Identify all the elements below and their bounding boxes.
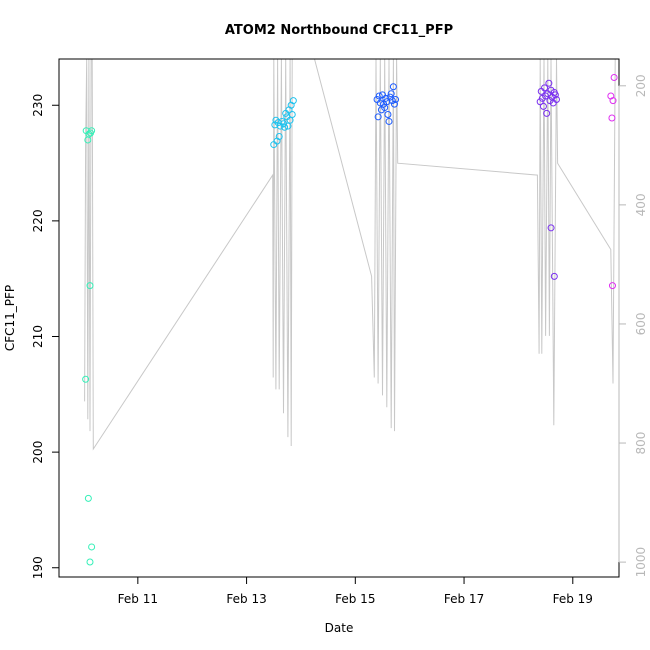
- y2-tick-label: 1000: [634, 547, 648, 578]
- data-point: [289, 97, 297, 105]
- y-axis: 190 200 210 220 230: [31, 94, 60, 579]
- y-axis-label: CFC11_PFP: [3, 285, 17, 351]
- data-point: [547, 224, 555, 232]
- x-tick-label: Feb 13: [226, 592, 266, 606]
- data-point: [542, 92, 550, 100]
- data-point: [388, 97, 396, 105]
- data-point: [381, 104, 389, 112]
- data-point: [541, 84, 549, 92]
- y-tick-label: 200: [31, 441, 45, 464]
- data-point: [384, 111, 392, 118]
- data-point: [385, 117, 393, 125]
- data-point: [392, 95, 400, 103]
- y-tick-label: 220: [31, 209, 45, 232]
- data-point: [88, 543, 96, 551]
- data-point: [86, 282, 94, 290]
- data-point: [284, 122, 292, 130]
- y2-tick-label: 800: [634, 432, 648, 455]
- x-tick-label: Feb 17: [444, 592, 484, 606]
- plot-frame: [58, 58, 620, 578]
- data-point: [609, 97, 617, 105]
- data-point: [82, 375, 90, 383]
- data-point: [551, 91, 559, 99]
- x-tick-label: Feb 19: [553, 592, 593, 606]
- data-point: [536, 98, 544, 106]
- data-point: [375, 92, 383, 100]
- chart-title: ATOM2 Northbound CFC11_PFP: [225, 23, 453, 38]
- y-tick-label: 190: [31, 556, 45, 579]
- data-point: [275, 132, 283, 140]
- y2-axis: 200 400 600 800 1000: [618, 74, 648, 578]
- data-point: [389, 83, 397, 91]
- pressure-line-layer: [84, 58, 616, 451]
- x-tick-label: Feb 11: [118, 592, 158, 606]
- data-point: [374, 113, 382, 121]
- y2-tick-label: 200: [634, 74, 648, 97]
- data-point: [281, 123, 289, 131]
- data-point: [286, 116, 294, 124]
- x-axis: Feb 11 Feb 13 Feb 15 Feb 17 Feb 19: [118, 576, 593, 606]
- data-point: [545, 79, 553, 87]
- data-point: [288, 111, 296, 118]
- pressure-line: [84, 58, 616, 451]
- data-point: [86, 558, 94, 566]
- data-point: [543, 109, 551, 117]
- data-points-layer: [82, 74, 618, 566]
- data-point: [539, 102, 547, 110]
- data-point: [376, 99, 384, 107]
- data-point: [382, 94, 390, 102]
- y2-tick-label: 600: [634, 313, 648, 336]
- data-point: [390, 100, 398, 108]
- data-point: [608, 282, 616, 290]
- data-point: [387, 90, 395, 98]
- x-tick-label: Feb 15: [335, 592, 375, 606]
- data-point: [550, 272, 558, 280]
- data-point: [608, 114, 616, 122]
- x-axis-label: Date: [325, 621, 354, 635]
- data-point: [84, 494, 92, 502]
- y2-tick-label: 400: [634, 193, 648, 216]
- y-tick-label: 230: [31, 94, 45, 117]
- data-point: [88, 127, 96, 135]
- data-point: [552, 95, 560, 103]
- y-tick-label: 210: [31, 325, 45, 348]
- data-point: [610, 74, 618, 81]
